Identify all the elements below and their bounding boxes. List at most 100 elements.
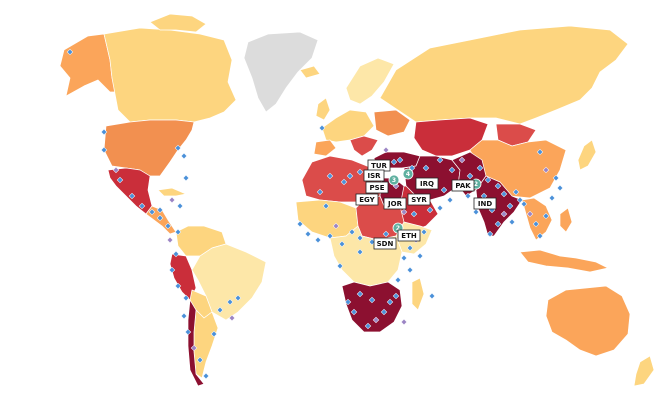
location-marker[interactable] xyxy=(506,202,514,210)
location-marker[interactable] xyxy=(182,174,190,182)
location-marker[interactable] xyxy=(202,372,210,380)
cluster-marker[interactable]: 4 xyxy=(402,168,414,180)
location-marker[interactable] xyxy=(400,208,408,216)
location-marker[interactable] xyxy=(176,202,184,210)
location-marker[interactable] xyxy=(416,252,424,260)
location-marker[interactable] xyxy=(356,234,364,242)
location-marker[interactable] xyxy=(304,230,312,238)
location-marker[interactable] xyxy=(332,222,340,230)
location-marker[interactable] xyxy=(368,296,376,304)
location-marker[interactable] xyxy=(426,206,434,214)
location-marker[interactable] xyxy=(180,152,188,160)
country-iceland[interactable] xyxy=(299,65,321,79)
location-marker[interactable] xyxy=(336,262,344,270)
country-chile[interactable] xyxy=(187,299,205,387)
location-marker[interactable] xyxy=(406,244,414,252)
location-marker[interactable] xyxy=(436,204,444,212)
location-marker[interactable] xyxy=(406,266,414,274)
location-marker[interactable] xyxy=(380,308,388,316)
location-marker[interactable] xyxy=(440,186,448,194)
label-tur[interactable]: TUR xyxy=(367,159,391,172)
location-marker[interactable] xyxy=(390,158,398,166)
location-marker[interactable] xyxy=(234,294,242,302)
location-marker[interactable] xyxy=(66,48,74,56)
location-marker[interactable] xyxy=(216,306,224,314)
label-irq[interactable]: IRQ xyxy=(415,177,439,190)
location-marker[interactable] xyxy=(314,236,322,244)
location-marker[interactable] xyxy=(340,178,348,186)
location-marker[interactable] xyxy=(400,254,408,262)
location-marker[interactable] xyxy=(346,172,354,180)
location-marker[interactable] xyxy=(368,238,376,246)
location-marker[interactable] xyxy=(486,230,494,238)
location-marker[interactable] xyxy=(396,156,404,164)
location-marker[interactable] xyxy=(448,166,456,174)
location-marker[interactable] xyxy=(184,328,192,336)
location-marker[interactable] xyxy=(196,356,204,364)
location-marker[interactable] xyxy=(116,176,124,184)
country-india[interactable] xyxy=(475,175,523,237)
location-marker[interactable] xyxy=(484,176,492,184)
location-marker[interactable] xyxy=(472,208,480,216)
label-syr[interactable]: SYR xyxy=(407,193,431,206)
location-marker[interactable] xyxy=(508,218,516,226)
location-marker[interactable] xyxy=(344,298,352,306)
cluster-marker[interactable]: 3 xyxy=(388,174,400,186)
location-marker[interactable] xyxy=(382,230,390,238)
country-new-zealand[interactable] xyxy=(633,355,655,387)
location-marker[interactable] xyxy=(128,192,136,200)
country-eastern-europe[interactable] xyxy=(373,109,411,137)
location-marker[interactable] xyxy=(182,294,190,302)
label-sdn[interactable]: SDN xyxy=(373,237,397,250)
location-marker[interactable] xyxy=(174,282,182,290)
location-marker[interactable] xyxy=(500,210,508,218)
location-marker[interactable] xyxy=(542,212,550,220)
location-marker[interactable] xyxy=(156,206,164,214)
location-marker[interactable] xyxy=(394,276,402,284)
location-marker[interactable] xyxy=(400,318,408,326)
country-philippines[interactable] xyxy=(559,207,573,233)
location-marker[interactable] xyxy=(166,236,174,244)
location-marker[interactable] xyxy=(350,308,358,316)
location-marker[interactable] xyxy=(180,312,188,320)
location-marker[interactable] xyxy=(228,314,236,322)
location-marker[interactable] xyxy=(422,164,430,172)
country-uk[interactable] xyxy=(315,97,331,121)
label-isr[interactable]: ISR xyxy=(363,169,385,182)
location-marker[interactable] xyxy=(190,344,198,352)
location-marker[interactable] xyxy=(548,194,556,202)
location-marker[interactable] xyxy=(552,174,560,182)
country-brazil[interactable] xyxy=(191,243,267,321)
location-marker[interactable] xyxy=(356,248,364,256)
location-marker[interactable] xyxy=(466,172,474,180)
country-mexico[interactable] xyxy=(107,167,153,215)
location-marker[interactable] xyxy=(516,196,524,204)
country-argentina[interactable] xyxy=(193,309,219,379)
location-marker[interactable] xyxy=(296,220,304,228)
location-marker[interactable] xyxy=(356,168,364,176)
label-pse[interactable]: PSE xyxy=(365,181,389,194)
location-marker[interactable] xyxy=(458,156,466,164)
location-marker[interactable] xyxy=(174,144,182,152)
location-marker[interactable] xyxy=(428,292,436,300)
label-eth[interactable]: ETH xyxy=(397,229,421,242)
location-marker[interactable] xyxy=(536,232,544,240)
country-madagascar[interactable] xyxy=(411,277,425,311)
location-marker[interactable] xyxy=(168,196,176,204)
location-marker[interactable] xyxy=(410,210,418,218)
location-marker[interactable] xyxy=(112,166,120,174)
location-marker[interactable] xyxy=(326,172,334,180)
country-usa[interactable] xyxy=(103,119,195,177)
location-marker[interactable] xyxy=(386,298,394,306)
location-marker[interactable] xyxy=(322,202,330,210)
location-marker[interactable] xyxy=(476,164,484,172)
location-marker[interactable] xyxy=(326,232,334,240)
location-marker[interactable] xyxy=(356,290,364,298)
location-marker[interactable] xyxy=(100,128,108,136)
country-southeast-asia[interactable] xyxy=(521,197,553,241)
location-marker[interactable] xyxy=(494,182,502,190)
location-marker[interactable] xyxy=(364,322,372,330)
location-marker[interactable] xyxy=(526,210,534,218)
location-marker[interactable] xyxy=(164,222,172,230)
